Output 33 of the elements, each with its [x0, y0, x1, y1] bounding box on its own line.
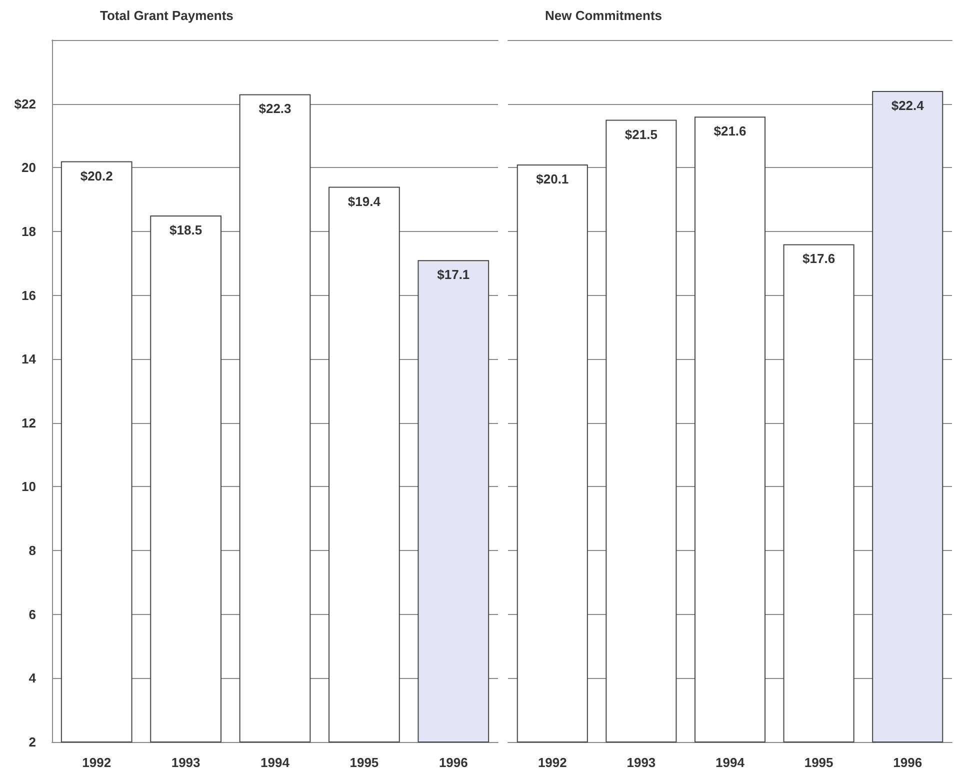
data-label: $20.1 [536, 171, 569, 186]
x-tick-label: 1995 [350, 755, 379, 770]
x-tick-label: 1996 [893, 755, 922, 770]
data-label: $20.2 [80, 168, 113, 184]
x-tick-label: 1993 [171, 755, 200, 770]
data-label: $19.4 [348, 194, 382, 209]
y-tick-label: 14 [22, 352, 37, 367]
y-tick-label: 4 [28, 670, 37, 686]
y-tick-label: 6 [28, 606, 36, 622]
data-label: $17.1 [437, 267, 470, 282]
y-tick-label: 16 [22, 288, 36, 303]
x-tick-label: 1996 [438, 755, 468, 770]
data-label: $22.4 [891, 98, 925, 114]
x-tick-label: 1993 [626, 755, 656, 770]
data-label: $21.6 [714, 124, 746, 139]
x-tick-label: 1995 [804, 755, 834, 770]
data-label: $17.6 [802, 251, 836, 266]
x-tick-label: 1992 [82, 755, 112, 770]
chart-title: Total Grant Payments [100, 8, 234, 23]
x-tick-label: 1992 [538, 755, 567, 770]
y-tick-label: 10 [22, 479, 36, 494]
y-tick-label: 18 [22, 224, 36, 239]
y-tick-label: 2 [28, 734, 36, 750]
data-label: $21.5 [624, 126, 658, 142]
x-tick-label: 1994 [716, 755, 746, 770]
chart-title: New Commitments [545, 8, 662, 23]
y-tick-label: $22 [14, 96, 36, 112]
data-label: $22.3 [258, 101, 292, 116]
y-tick-label: 12 [22, 415, 36, 430]
data-label: $18.5 [170, 222, 202, 238]
x-tick-label: 1994 [260, 755, 290, 770]
y-tick-label: 8 [28, 543, 36, 558]
y-tick-label: 20 [22, 160, 36, 176]
